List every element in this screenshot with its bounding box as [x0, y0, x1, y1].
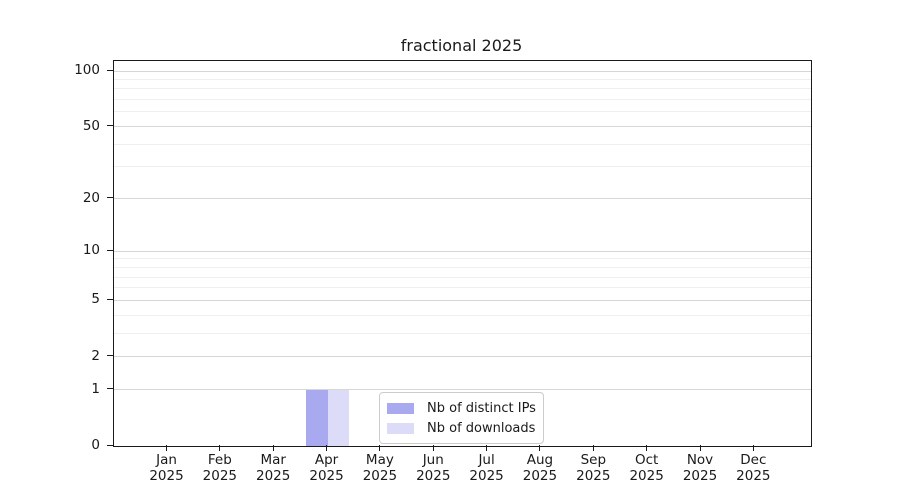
gridline-minor-80 — [114, 88, 811, 90]
x-tick-month: Feb — [207, 452, 232, 468]
y-tick-label-100: 100 — [74, 62, 100, 78]
y-tick-label-10: 10 — [82, 242, 100, 259]
legend-item-downloads: Nb of downloads — [387, 418, 536, 438]
chart-title: fractional 2025 — [400, 36, 523, 55]
gridline-minor-70 — [114, 99, 811, 101]
y-tick-0 — [107, 444, 113, 446]
legend-swatch-distinct-ips — [387, 402, 414, 414]
x-tick-label-may-2025: May 2025 — [363, 452, 397, 484]
x-tick-year: 2025 — [736, 468, 771, 484]
x-tick-year: 2025 — [522, 468, 558, 484]
x-tick-year: 2025 — [416, 468, 451, 484]
x-tick-label-apr-2025: Apr 2025 — [309, 452, 343, 484]
gridline-major-10 — [114, 250, 811, 252]
legend-swatch-downloads — [387, 422, 414, 434]
x-tick-label-jul-2025: Jul 2025 — [469, 452, 503, 484]
gridline-minor-90 — [114, 78, 811, 80]
x-tick-month: May — [365, 452, 394, 468]
x-tick-may-2025 — [379, 445, 381, 451]
x-tick-jul-2025 — [486, 445, 488, 451]
x-tick-label-oct-2025: Oct 2025 — [629, 452, 663, 484]
legend-label-downloads: Nb of downloads — [427, 420, 536, 436]
plot-area: Nb of distinct IPs Nb of downloads — [113, 60, 812, 447]
x-tick-label-nov-2025: Nov 2025 — [683, 452, 717, 484]
y-tick-20 — [107, 197, 113, 199]
x-tick-month: Nov — [686, 452, 714, 468]
gridline-major-20 — [114, 198, 811, 200]
x-tick-year: 2025 — [362, 468, 398, 484]
bar-apr-2025-nb-of-distinct-ips — [306, 389, 328, 446]
y-tick-label-20: 20 — [82, 189, 100, 206]
x-tick-year: 2025 — [682, 468, 718, 484]
x-tick-month: Dec — [740, 452, 767, 468]
x-tick-aug-2025 — [539, 445, 541, 451]
gridline-minor-3 — [114, 332, 811, 334]
x-tick-mar-2025 — [272, 445, 274, 451]
y-tick-2 — [107, 355, 113, 357]
x-tick-label-dec-2025: Dec 2025 — [736, 452, 770, 484]
x-tick-sep-2025 — [592, 445, 594, 451]
x-tick-year: 2025 — [469, 468, 504, 484]
gridline-minor-4 — [114, 314, 811, 316]
x-tick-label-mar-2025: Mar 2025 — [256, 452, 290, 484]
x-tick-month: Jul — [478, 452, 495, 468]
x-tick-label-feb-2025: Feb 2025 — [203, 452, 237, 484]
x-tick-label-jun-2025: Jun 2025 — [416, 452, 450, 484]
gridline-minor-30 — [114, 166, 811, 168]
y-tick-label-50: 50 — [82, 117, 100, 134]
x-tick-label-aug-2025: Aug 2025 — [523, 452, 557, 484]
x-tick-month: Jun — [422, 452, 444, 468]
gridline-major-50 — [114, 126, 811, 128]
x-tick-year: 2025 — [256, 468, 291, 484]
x-tick-month: Oct — [634, 452, 659, 468]
x-tick-apr-2025 — [326, 445, 328, 451]
x-tick-month: Jan — [156, 452, 177, 468]
y-tick-label-5: 5 — [91, 291, 100, 308]
x-tick-month: Mar — [260, 452, 286, 468]
x-tick-label-jan-2025: Jan 2025 — [149, 452, 183, 484]
y-tick-label-2: 2 — [91, 347, 100, 364]
gridline-minor-7 — [114, 276, 811, 278]
x-tick-month: Apr — [314, 452, 339, 468]
x-tick-oct-2025 — [646, 445, 648, 451]
x-tick-nov-2025 — [699, 445, 701, 451]
gridline-major-5 — [114, 299, 811, 301]
y-tick-label-0: 0 — [91, 437, 100, 453]
y-tick-1 — [107, 388, 113, 390]
gridline-minor-6 — [114, 287, 811, 289]
x-tick-year: 2025 — [149, 468, 184, 484]
x-tick-year: 2025 — [576, 468, 611, 484]
x-tick-label-sep-2025: Sep 2025 — [576, 452, 610, 484]
x-tick-jan-2025 — [166, 445, 167, 451]
gridline-minor-60 — [114, 111, 811, 113]
x-tick-year: 2025 — [202, 468, 238, 484]
y-tick-label-1: 1 — [91, 380, 100, 397]
legend-item-distinct-ips: Nb of distinct IPs — [387, 398, 536, 418]
gridline-minor-9 — [114, 258, 811, 260]
bar-apr-2025-nb-of-downloads — [327, 389, 349, 446]
legend: Nb of distinct IPs Nb of downloads — [379, 392, 544, 444]
y-tick-5 — [107, 298, 113, 300]
y-tick-100 — [107, 69, 113, 71]
gridline-minor-40 — [114, 143, 811, 145]
x-tick-dec-2025 — [752, 445, 754, 451]
legend-label-distinct-ips: Nb of distinct IPs — [427, 400, 536, 416]
gridline-major-1 — [114, 389, 811, 391]
y-tick-50 — [107, 125, 113, 127]
gridline-major-100 — [114, 70, 811, 72]
x-tick-month: Sep — [580, 452, 607, 468]
x-tick-jun-2025 — [432, 445, 434, 451]
gridline-major-2 — [114, 356, 811, 358]
x-tick-month: Aug — [526, 452, 554, 468]
gridline-minor-8 — [114, 266, 811, 268]
x-tick-feb-2025 — [219, 445, 221, 451]
x-tick-year: 2025 — [309, 468, 344, 484]
y-tick-10 — [107, 249, 113, 251]
x-tick-year: 2025 — [629, 468, 664, 484]
